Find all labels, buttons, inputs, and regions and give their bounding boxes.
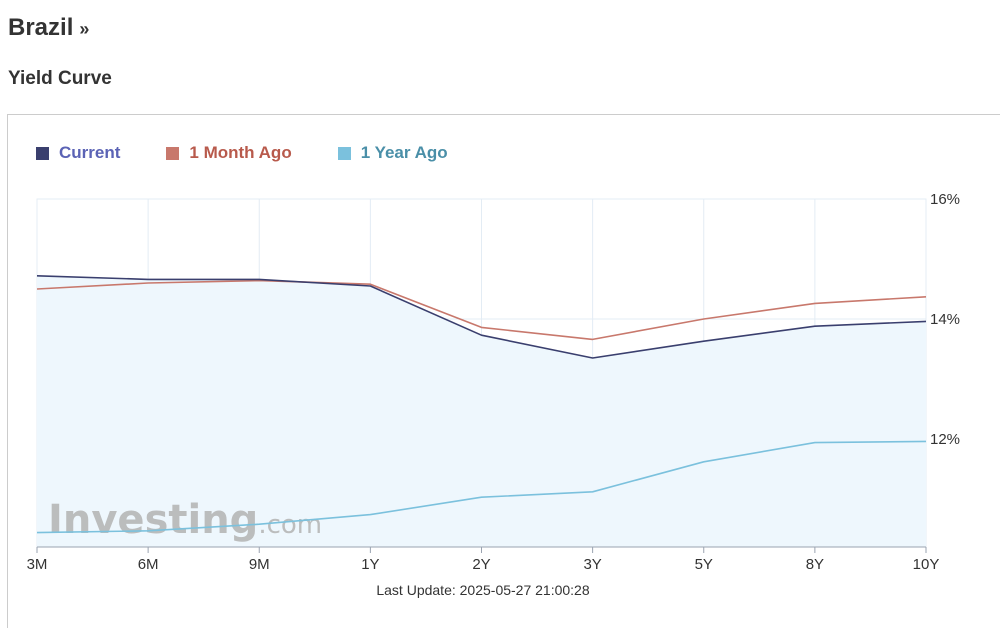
y-tick-label-12: 12% <box>930 431 960 448</box>
series-line-1-month-ago <box>36 279 927 341</box>
x-tick-label-1y: 1Y <box>361 556 379 573</box>
x-tick-label-3m: 3M <box>27 556 48 573</box>
x-tick-label-2y: 2Y <box>472 556 490 573</box>
investing-watermark-logo: Investing.com <box>48 497 322 543</box>
x-tick-label-9m: 9M <box>249 556 270 573</box>
y-tick-label-16: 16% <box>930 191 960 208</box>
x-tick-label-6m: 6M <box>138 556 159 573</box>
x-tick-label-10y: 10Y <box>913 556 940 573</box>
chart-frame <box>7 114 1000 628</box>
double-chevron-icon[interactable]: » <box>79 19 90 39</box>
legend-item-current[interactable]: Current <box>36 143 120 163</box>
x-tick-label-3y: 3Y <box>583 556 601 573</box>
x-tick-label-5y: 5Y <box>695 556 713 573</box>
page-header: Brazil » <box>8 14 89 46</box>
legend-label-current: Current <box>59 143 121 162</box>
series-line-current <box>36 275 927 359</box>
x-tick-label-8y: 8Y <box>806 556 824 573</box>
legend-item-1-year-ago[interactable]: 1 Year Ago <box>337 143 448 163</box>
chart-legend: Current 1 Month Ago 1 Year Ago <box>36 143 494 163</box>
y-tick-label-14: 14% <box>930 311 960 328</box>
country-title: Brazil <box>8 14 74 41</box>
series-area-current <box>37 275 926 547</box>
legend-label-1-month-ago: 1 Month Ago <box>189 143 292 162</box>
section-title: Yield Curve <box>8 68 112 89</box>
legend-label-1-year-ago: 1 Year Ago <box>360 143 448 162</box>
series-line-1-year-ago <box>36 440 927 534</box>
last-update-label: Last Update: 2025-05-27 21:00:28 <box>376 582 590 598</box>
legend-item-1-month-ago[interactable]: 1 Month Ago <box>166 143 292 163</box>
legend-swatch-1-month-ago <box>166 146 180 160</box>
legend-swatch-current <box>36 146 49 160</box>
legend-swatch-1-year-ago <box>337 146 351 160</box>
